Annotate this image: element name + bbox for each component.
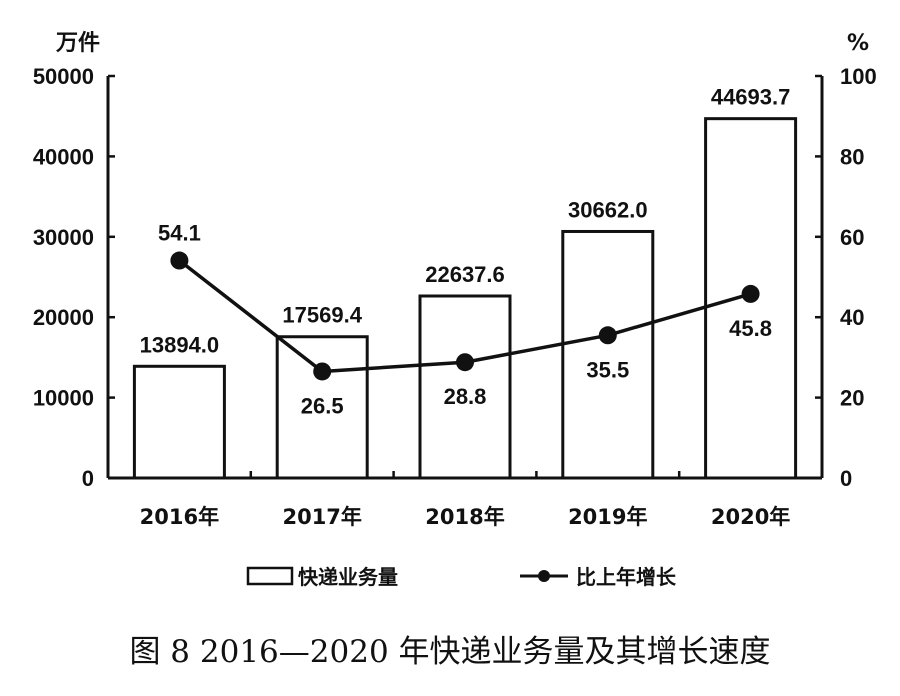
right-tick-label: 0 xyxy=(840,466,852,491)
line-point xyxy=(598,326,617,345)
right-tick-label: 60 xyxy=(840,225,864,250)
bar xyxy=(275,335,369,480)
bar xyxy=(418,294,512,480)
right-tick-label: 80 xyxy=(840,144,864,169)
left-tick-label: 50000 xyxy=(33,64,94,89)
left-tick-label: 40000 xyxy=(33,144,94,169)
category-label: 2016年 xyxy=(140,505,219,529)
right-tick-label: 100 xyxy=(840,64,877,89)
legend-line-marker xyxy=(538,570,550,582)
bar xyxy=(132,364,226,480)
point-value-label: 26.5 xyxy=(301,393,344,418)
line-point xyxy=(313,362,332,381)
left-tick-label: 0 xyxy=(82,466,94,491)
right-axis-ticks: 0 20 40 60 80 100 xyxy=(815,64,877,491)
legend: 快递业务量 比上年增长 xyxy=(246,565,677,589)
left-tick-label: 20000 xyxy=(33,305,94,330)
category-label: 2018年 xyxy=(425,505,504,529)
category-label: 2020年 xyxy=(711,505,790,529)
legend-bar-label: 快递业务量 xyxy=(298,565,398,589)
bar xyxy=(561,229,655,480)
category-labels: 2016年 2017年 2018年 2019年 2020年 xyxy=(140,471,790,529)
left-tick-label: 10000 xyxy=(33,386,94,411)
legend-bar-swatch xyxy=(246,566,294,586)
point-value-label: 35.5 xyxy=(586,357,629,382)
right-tick-label: 20 xyxy=(840,386,864,411)
right-tick-label: 40 xyxy=(840,305,864,330)
bar-value-label: 22637.6 xyxy=(425,262,505,287)
left-tick-label: 30000 xyxy=(33,225,94,250)
category-label: 2017年 xyxy=(282,505,361,529)
point-value-label: 28.8 xyxy=(444,384,487,409)
chart-title: 图 8 2016—2020 年快递业务量及其增长速度 xyxy=(129,634,770,670)
bar-value-label: 13894.0 xyxy=(140,332,220,357)
line-point xyxy=(741,284,760,303)
left-axis-unit: 万件 xyxy=(55,31,100,56)
left-axis-ticks: 0 10000 20000 30000 40000 50000 xyxy=(33,64,115,491)
category-label: 2019年 xyxy=(568,505,647,529)
bar-series: 13894.0 17569.4 22637.6 30662.0 44693.7 xyxy=(132,85,798,480)
legend-line-label: 比上年增长 xyxy=(576,565,677,589)
line-series: 54.1 26.5 28.8 35.5 45.8 xyxy=(158,221,772,419)
line-point xyxy=(170,251,189,270)
bar-value-label: 30662.0 xyxy=(568,197,648,222)
point-value-label: 54.1 xyxy=(158,221,201,246)
bar-value-label: 17569.4 xyxy=(282,303,362,328)
right-axis-unit: % xyxy=(847,31,869,56)
point-value-label: 45.8 xyxy=(729,316,772,341)
line-point xyxy=(456,353,474,372)
bar-value-label: 44693.7 xyxy=(711,85,791,110)
